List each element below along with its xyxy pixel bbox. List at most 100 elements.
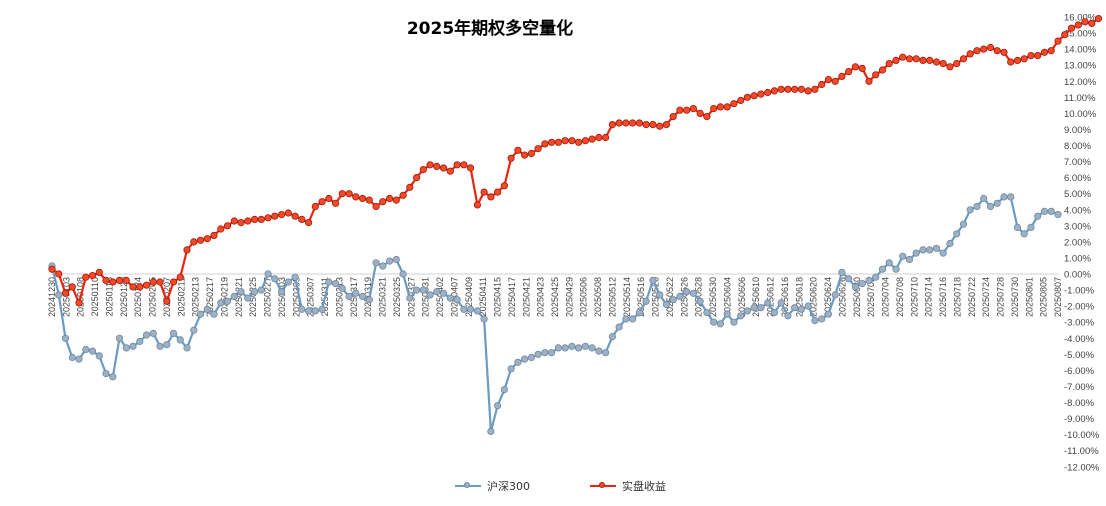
point-live-return [217, 225, 225, 233]
x-tick-label: 20250317 [349, 277, 359, 317]
point-live-return [325, 194, 333, 203]
point-hs300 [284, 278, 292, 286]
point-hs300 [196, 310, 205, 318]
point-live-return [129, 283, 137, 291]
x-tick-label: 20250227 [263, 277, 273, 317]
x-tick-label: 20250219 [219, 277, 229, 317]
point-live-return [487, 193, 495, 201]
point-live-return [210, 231, 218, 239]
y-tick-label: 1.00% [1064, 253, 1091, 264]
point-live-return [183, 246, 191, 254]
point-live-return [993, 47, 1001, 55]
point-live-return [277, 211, 286, 219]
point-live-return [271, 212, 279, 220]
legend-swatch-live-return [590, 481, 616, 491]
x-tick-label: 20250728 [996, 277, 1006, 317]
point-live-return [865, 77, 873, 85]
point-live-return [561, 137, 569, 145]
point-live-return [811, 85, 819, 93]
point-hs300 [953, 230, 961, 238]
point-live-return [723, 103, 731, 111]
x-tick-label: 20250610 [751, 277, 761, 317]
point-hs300 [669, 296, 677, 304]
y-tick-label: -5.00% [1064, 350, 1095, 361]
point-live-return [264, 214, 272, 222]
point-hs300 [230, 292, 238, 301]
x-tick-label: 20250704 [881, 277, 891, 317]
x-tick-label: 20250325 [392, 277, 402, 317]
point-live-return [547, 138, 556, 146]
x-tick-label: 20250205 [148, 277, 158, 317]
point-live-return [453, 161, 461, 169]
point-hs300 [1047, 207, 1055, 215]
point-hs300 [757, 304, 765, 312]
point-hs300 [75, 355, 83, 363]
point-hs300 [723, 310, 731, 318]
point-hs300 [520, 355, 529, 363]
point-live-return [82, 273, 90, 281]
point-live-return [939, 59, 947, 68]
point-hs300 [1027, 223, 1035, 231]
chart-title: 2025年期权多空量化 [406, 19, 574, 39]
y-tick-label: 10.00% [1064, 109, 1097, 120]
point-hs300 [122, 344, 130, 352]
point-live-return [311, 202, 319, 211]
x-tick-label: 20250512 [607, 277, 617, 317]
point-hs300 [419, 286, 427, 294]
point-hs300 [622, 315, 630, 323]
point-hs300 [1013, 223, 1022, 231]
point-live-return [1088, 19, 1096, 27]
point-hs300 [811, 316, 819, 325]
point-hs300 [601, 349, 610, 357]
y-tick-label: 0.00% [1064, 270, 1091, 281]
point-hs300 [210, 310, 218, 318]
point-live-return [777, 85, 785, 93]
x-tick-label: 20250710 [909, 277, 919, 317]
point-live-return [730, 100, 738, 108]
point-live-return [169, 278, 178, 286]
point-live-return [804, 87, 812, 95]
x-tick-label: 20250618 [794, 277, 804, 317]
point-live-return [574, 138, 583, 146]
y-tick-label: 16.00% [1064, 13, 1097, 24]
point-live-return [331, 199, 340, 207]
point-live-return [1013, 56, 1022, 65]
point-live-return [764, 88, 772, 97]
y-tick-label: 14.00% [1064, 45, 1097, 56]
y-tick-label: -6.00% [1064, 366, 1095, 377]
x-tick-label: 20250305 [291, 277, 301, 317]
point-hs300 [102, 369, 110, 378]
point-hs300 [325, 278, 333, 286]
point-hs300 [878, 265, 887, 273]
point-live-return [791, 85, 799, 93]
x-tick-label: 20250508 [593, 277, 603, 317]
point-live-return [385, 194, 394, 203]
point-live-return [68, 283, 76, 291]
point-hs300 [277, 288, 286, 296]
point-hs300 [156, 342, 164, 350]
point-live-return [61, 289, 70, 297]
point-live-return [1067, 24, 1076, 32]
point-live-return [1027, 51, 1035, 60]
point-hs300 [683, 288, 691, 296]
point-hs300 [244, 294, 252, 302]
point-live-return [656, 122, 664, 130]
point-hs300 [716, 320, 725, 328]
point-hs300 [190, 326, 198, 334]
point-hs300 [743, 307, 752, 315]
point-live-return [953, 59, 961, 68]
point-live-return [338, 190, 346, 198]
point-live-return [872, 71, 880, 79]
y-tick-label: 11.00% [1064, 93, 1096, 104]
point-hs300 [770, 308, 779, 317]
point-live-return [1040, 48, 1049, 56]
legend-label-hs300: 沪深300 [487, 480, 530, 493]
y-tick-label: -11.00% [1064, 446, 1099, 457]
point-hs300 [318, 305, 326, 313]
point-hs300 [615, 323, 623, 331]
x-tick-label: 20250423 [536, 277, 546, 317]
x-tick-label: 20250429 [564, 277, 574, 317]
point-hs300 [939, 249, 947, 257]
point-hs300 [534, 350, 542, 358]
